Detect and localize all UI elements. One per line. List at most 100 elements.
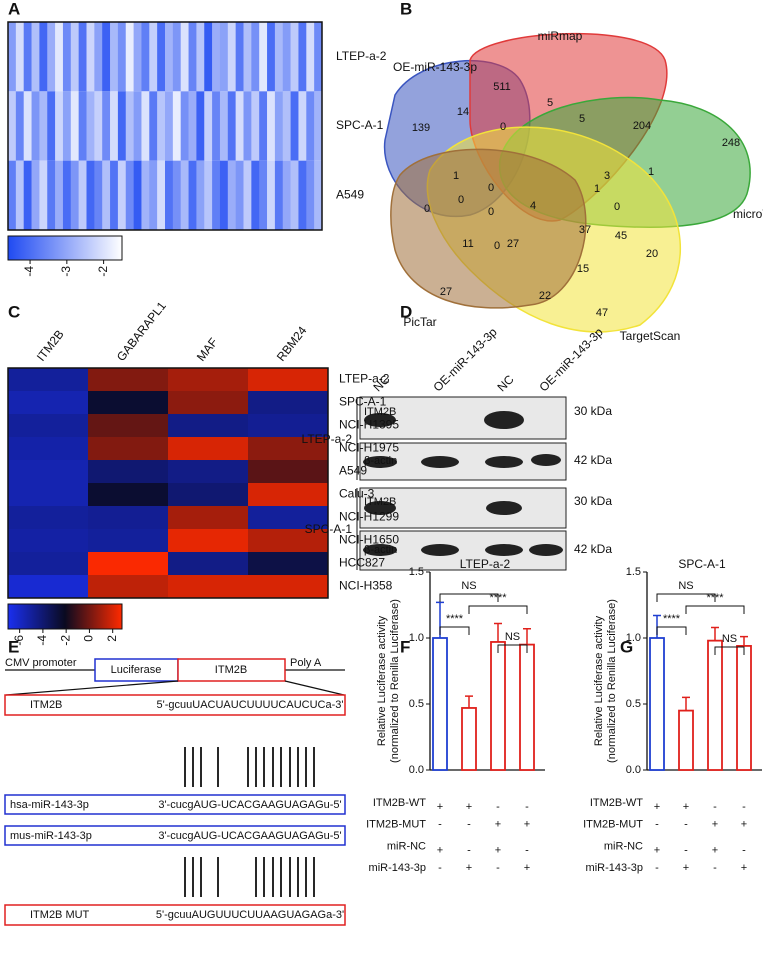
condition-sign: -: [655, 862, 659, 874]
venn-count: 511: [493, 81, 511, 93]
error-bar: [494, 622, 502, 642]
heatmap-cell: [149, 22, 158, 92]
promoter-label: CMV promoter: [5, 657, 77, 669]
heatmap-cell: [251, 160, 260, 230]
condition-sign: -: [713, 801, 717, 813]
venn-count: 47: [596, 307, 608, 319]
heatmap-cell: [8, 529, 89, 553]
colorbar: [7, 235, 123, 261]
venn-count: 20: [646, 248, 658, 260]
condition-sign: -: [713, 862, 717, 874]
condition-sign: -: [467, 819, 471, 831]
significance-label: NS: [461, 580, 476, 592]
heatmap-cell: [243, 91, 252, 161]
heatmap-cell: [204, 160, 213, 230]
bar: [490, 641, 506, 771]
heatmap-cell: [282, 160, 291, 230]
heatmap-cell: [180, 160, 189, 230]
heatmap-cell: [248, 506, 329, 530]
error-bar: [740, 635, 748, 646]
heatmap-cell: [125, 160, 134, 230]
colorbar-tick-label: -6: [12, 635, 26, 646]
heatmap-cell: [55, 22, 64, 92]
heatmap-cell: [235, 160, 244, 230]
condition-label: miR-NC: [387, 840, 426, 852]
error-bar: [465, 695, 473, 708]
row-label: SPC-A-1: [336, 118, 384, 132]
venn-count: 1: [594, 183, 600, 195]
heatmap-cell: [168, 368, 249, 392]
heatmap-cell: [196, 22, 205, 92]
heatmap-cell: [23, 22, 32, 92]
heatmap-cell: [235, 91, 244, 161]
heatmap-cell: [168, 552, 249, 576]
heatmap-cell: [196, 160, 205, 230]
chart-title: SPC-A-1: [678, 557, 726, 571]
heatmap-cell: [165, 91, 174, 161]
condition-sign: +: [495, 819, 501, 831]
significance-bracket: [497, 644, 528, 653]
heatmap-cell: [88, 437, 169, 461]
condition-label: ITM2B-WT: [373, 797, 426, 809]
condition-sign: +: [712, 819, 718, 831]
heatmap-cell: [8, 414, 89, 438]
significance-label: NS: [505, 631, 520, 643]
heatmap-cell: [149, 160, 158, 230]
heatmap-cell: [88, 483, 169, 507]
heatmap-cell: [248, 460, 329, 484]
heatmap-cell: [110, 22, 119, 92]
condition-sign: +: [466, 801, 472, 813]
heatmap-cell: [227, 160, 236, 230]
heatmap-cell: [314, 22, 323, 92]
heatmap-cell: [117, 160, 127, 230]
heatmap-cell: [168, 483, 249, 507]
size-label: 42 kDa: [574, 542, 612, 556]
error-bar: [523, 628, 531, 645]
venn-count: 11: [462, 238, 473, 250]
heatmap-cell: [251, 22, 260, 92]
venn-count: 1: [453, 170, 459, 182]
heatmap-cell: [55, 91, 64, 161]
heatmap-cell: [62, 22, 72, 92]
condition-sign: +: [524, 819, 530, 831]
condition-sign: +: [466, 862, 472, 874]
heatmap-cell: [227, 22, 236, 92]
significance-bracket: [439, 593, 499, 602]
colorbar: [7, 603, 123, 630]
heatmap-cell: [62, 160, 72, 230]
heatmap-cell: [88, 460, 169, 484]
heatmap-cell: [165, 160, 174, 230]
heatmap-cell: [172, 160, 181, 230]
venn-count: 22: [539, 290, 551, 302]
venn-count: 0: [500, 121, 506, 133]
heatmap-cell: [298, 91, 307, 161]
heatmap-cell: [102, 160, 111, 230]
heatmap-cell: [267, 160, 276, 230]
heatmap-cell: [188, 91, 197, 161]
heatmap-cell: [290, 160, 299, 230]
heatmap-cell: [259, 22, 268, 92]
venn-count: 0: [488, 182, 494, 194]
row-label: NCI-H1299: [339, 510, 399, 524]
panel-label: A: [8, 0, 20, 18]
error-bar: [682, 696, 690, 711]
heatmap-cell: [168, 391, 249, 415]
heatmap-cell: [196, 91, 205, 161]
venn-count: 0: [614, 201, 620, 213]
heatmap-cell: [31, 22, 40, 92]
venn-count: 27: [440, 286, 452, 298]
bar: [707, 639, 723, 771]
venn-set-label: OE-miR-143-3p: [393, 60, 477, 74]
error-bar: [711, 626, 719, 641]
size-label: 30 kDa: [574, 404, 612, 418]
heatmap-cell: [31, 160, 40, 230]
condition-label: ITM2B-WT: [590, 797, 643, 809]
condition-sign: +: [495, 844, 501, 856]
heatmap-cell: [8, 91, 17, 161]
panel-label: G: [620, 637, 633, 656]
heatmap-cell: [306, 91, 315, 161]
y-tick-label: 0.5: [626, 698, 641, 710]
panel-label: B: [400, 0, 412, 18]
heatmap-cell: [141, 91, 150, 161]
condition-sign: +: [683, 862, 689, 874]
